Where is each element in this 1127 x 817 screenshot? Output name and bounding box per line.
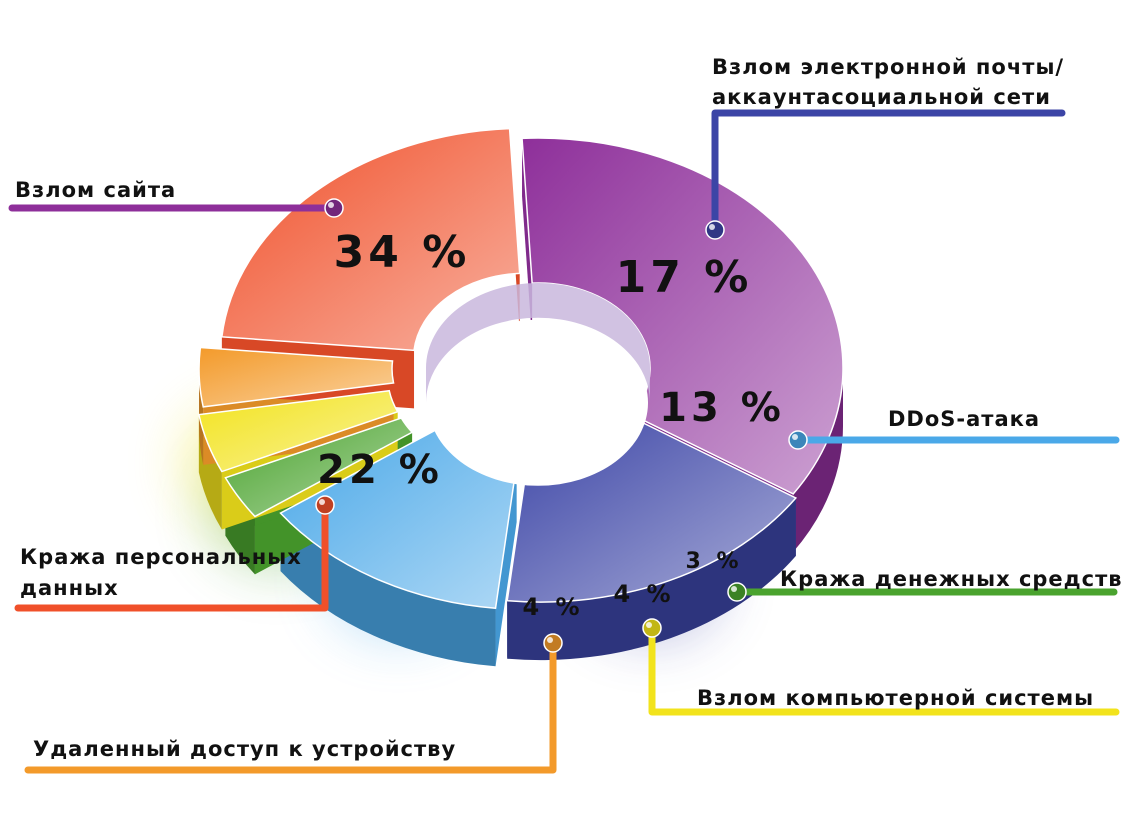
leader-line: [24, 639, 557, 774]
hole-wall: [426, 283, 650, 403]
percent-label: 13 %: [659, 385, 785, 431]
leader-dot-shine: [646, 622, 652, 628]
category-labels: Взлом сайта Взлом электронной почты/аккау…: [15, 55, 1123, 761]
donut-hole: [426, 283, 650, 486]
percent-label: 34 %: [334, 227, 471, 278]
leader-dot-shine: [319, 499, 325, 505]
leader-line: [14, 501, 329, 612]
leader-dot: [642, 618, 662, 638]
hole-center: [428, 319, 648, 486]
category-label: Кража персональных: [20, 545, 302, 569]
slice-3: [224, 417, 414, 518]
leader-dot-shine: [709, 224, 715, 230]
leader-dot: [543, 633, 563, 653]
percent-labels: 34 % 17 % 13 % 3 % 4 % 4 % 22 %: [317, 227, 785, 621]
slice-tops: [197, 127, 844, 610]
leader-dot: [788, 430, 808, 450]
category-label: Удаленный доступ к устройству: [33, 737, 456, 761]
slice-side: [280, 513, 496, 667]
percent-label: 22 %: [317, 447, 443, 493]
slice-wall: [495, 464, 517, 667]
leader-dot: [705, 220, 725, 240]
percent-label: 17 %: [616, 252, 753, 303]
slice-6: [221, 127, 521, 352]
slice-side: [507, 497, 796, 661]
category-label: Взлом сайта: [15, 178, 176, 202]
percent-label: 3 %: [685, 549, 742, 574]
category-label: Кража денежных средств: [780, 567, 1123, 591]
leader-dot-shine: [731, 586, 737, 592]
leader-dot-shine: [792, 434, 798, 440]
leader-dot: [727, 582, 747, 602]
percent-label: 4 %: [613, 580, 674, 608]
leader-dot-shine: [328, 202, 334, 208]
slice-5: [198, 346, 395, 408]
leader-dot-shine: [547, 637, 553, 643]
leader-lines: [8, 109, 1120, 774]
category-label: Взлом электронной почты/: [712, 55, 1064, 79]
percent-label: 4 %: [522, 593, 583, 621]
category-label: Взлом компьютерной системы: [697, 686, 1094, 710]
leader-dot: [324, 198, 344, 218]
category-label: данных: [20, 576, 119, 600]
leader-line: [648, 624, 1120, 716]
leader-dot: [315, 495, 335, 515]
category-label: DDoS-атака: [888, 407, 1040, 431]
slice-4: [197, 389, 399, 473]
category-label: аккаунтасоциальной сети: [712, 85, 1051, 109]
leader-line: [711, 109, 1066, 234]
